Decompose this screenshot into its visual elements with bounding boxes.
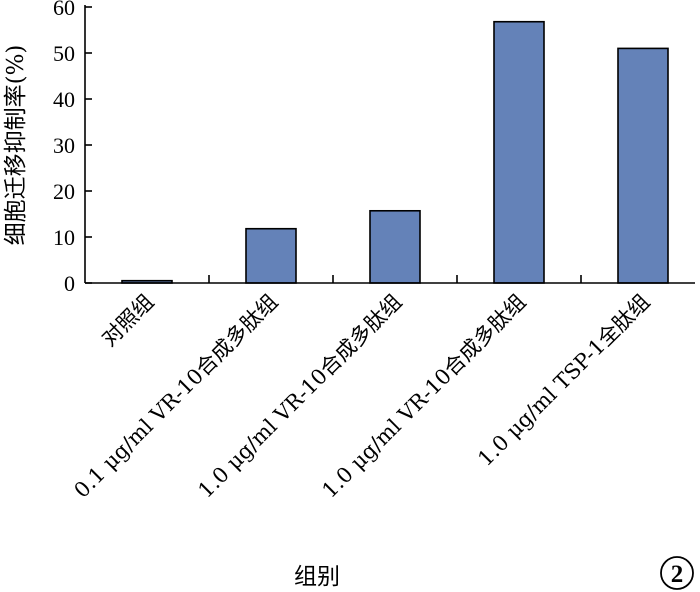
bar [617,47,669,284]
y-tick-label: 10 [53,225,75,250]
category-label: 对照组 [97,290,159,352]
y-axis-title: 细胞迁移抑制率(%) [3,45,29,246]
y-tick-label: 20 [53,179,75,204]
bar [369,209,421,284]
panel-number: 2 [671,561,684,588]
bars [121,20,669,284]
panel-number-circle [660,556,694,590]
panel-number-badge: 2 [660,556,694,590]
y-tick-label: 30 [53,133,75,158]
bar [245,227,297,284]
y-tick-label: 0 [64,271,75,296]
x-axis-title: 组别 [294,564,340,590]
y-tick-label: 50 [53,41,75,66]
x-axis [85,275,695,284]
category-label: 1.0 μg/ml VR-10合成多肽组 [317,290,530,503]
y-axis: 0 10 20 30 40 50 60 [53,0,92,296]
y-tick-label: 40 [53,87,75,112]
y-tick-label: 60 [53,0,75,20]
category-label: 1.0 μg/ml VR-10合成多肽组 [193,290,406,503]
category-label: 0.1 μg/ml VR-10合成多肽组 [69,290,282,503]
bar [493,20,545,284]
